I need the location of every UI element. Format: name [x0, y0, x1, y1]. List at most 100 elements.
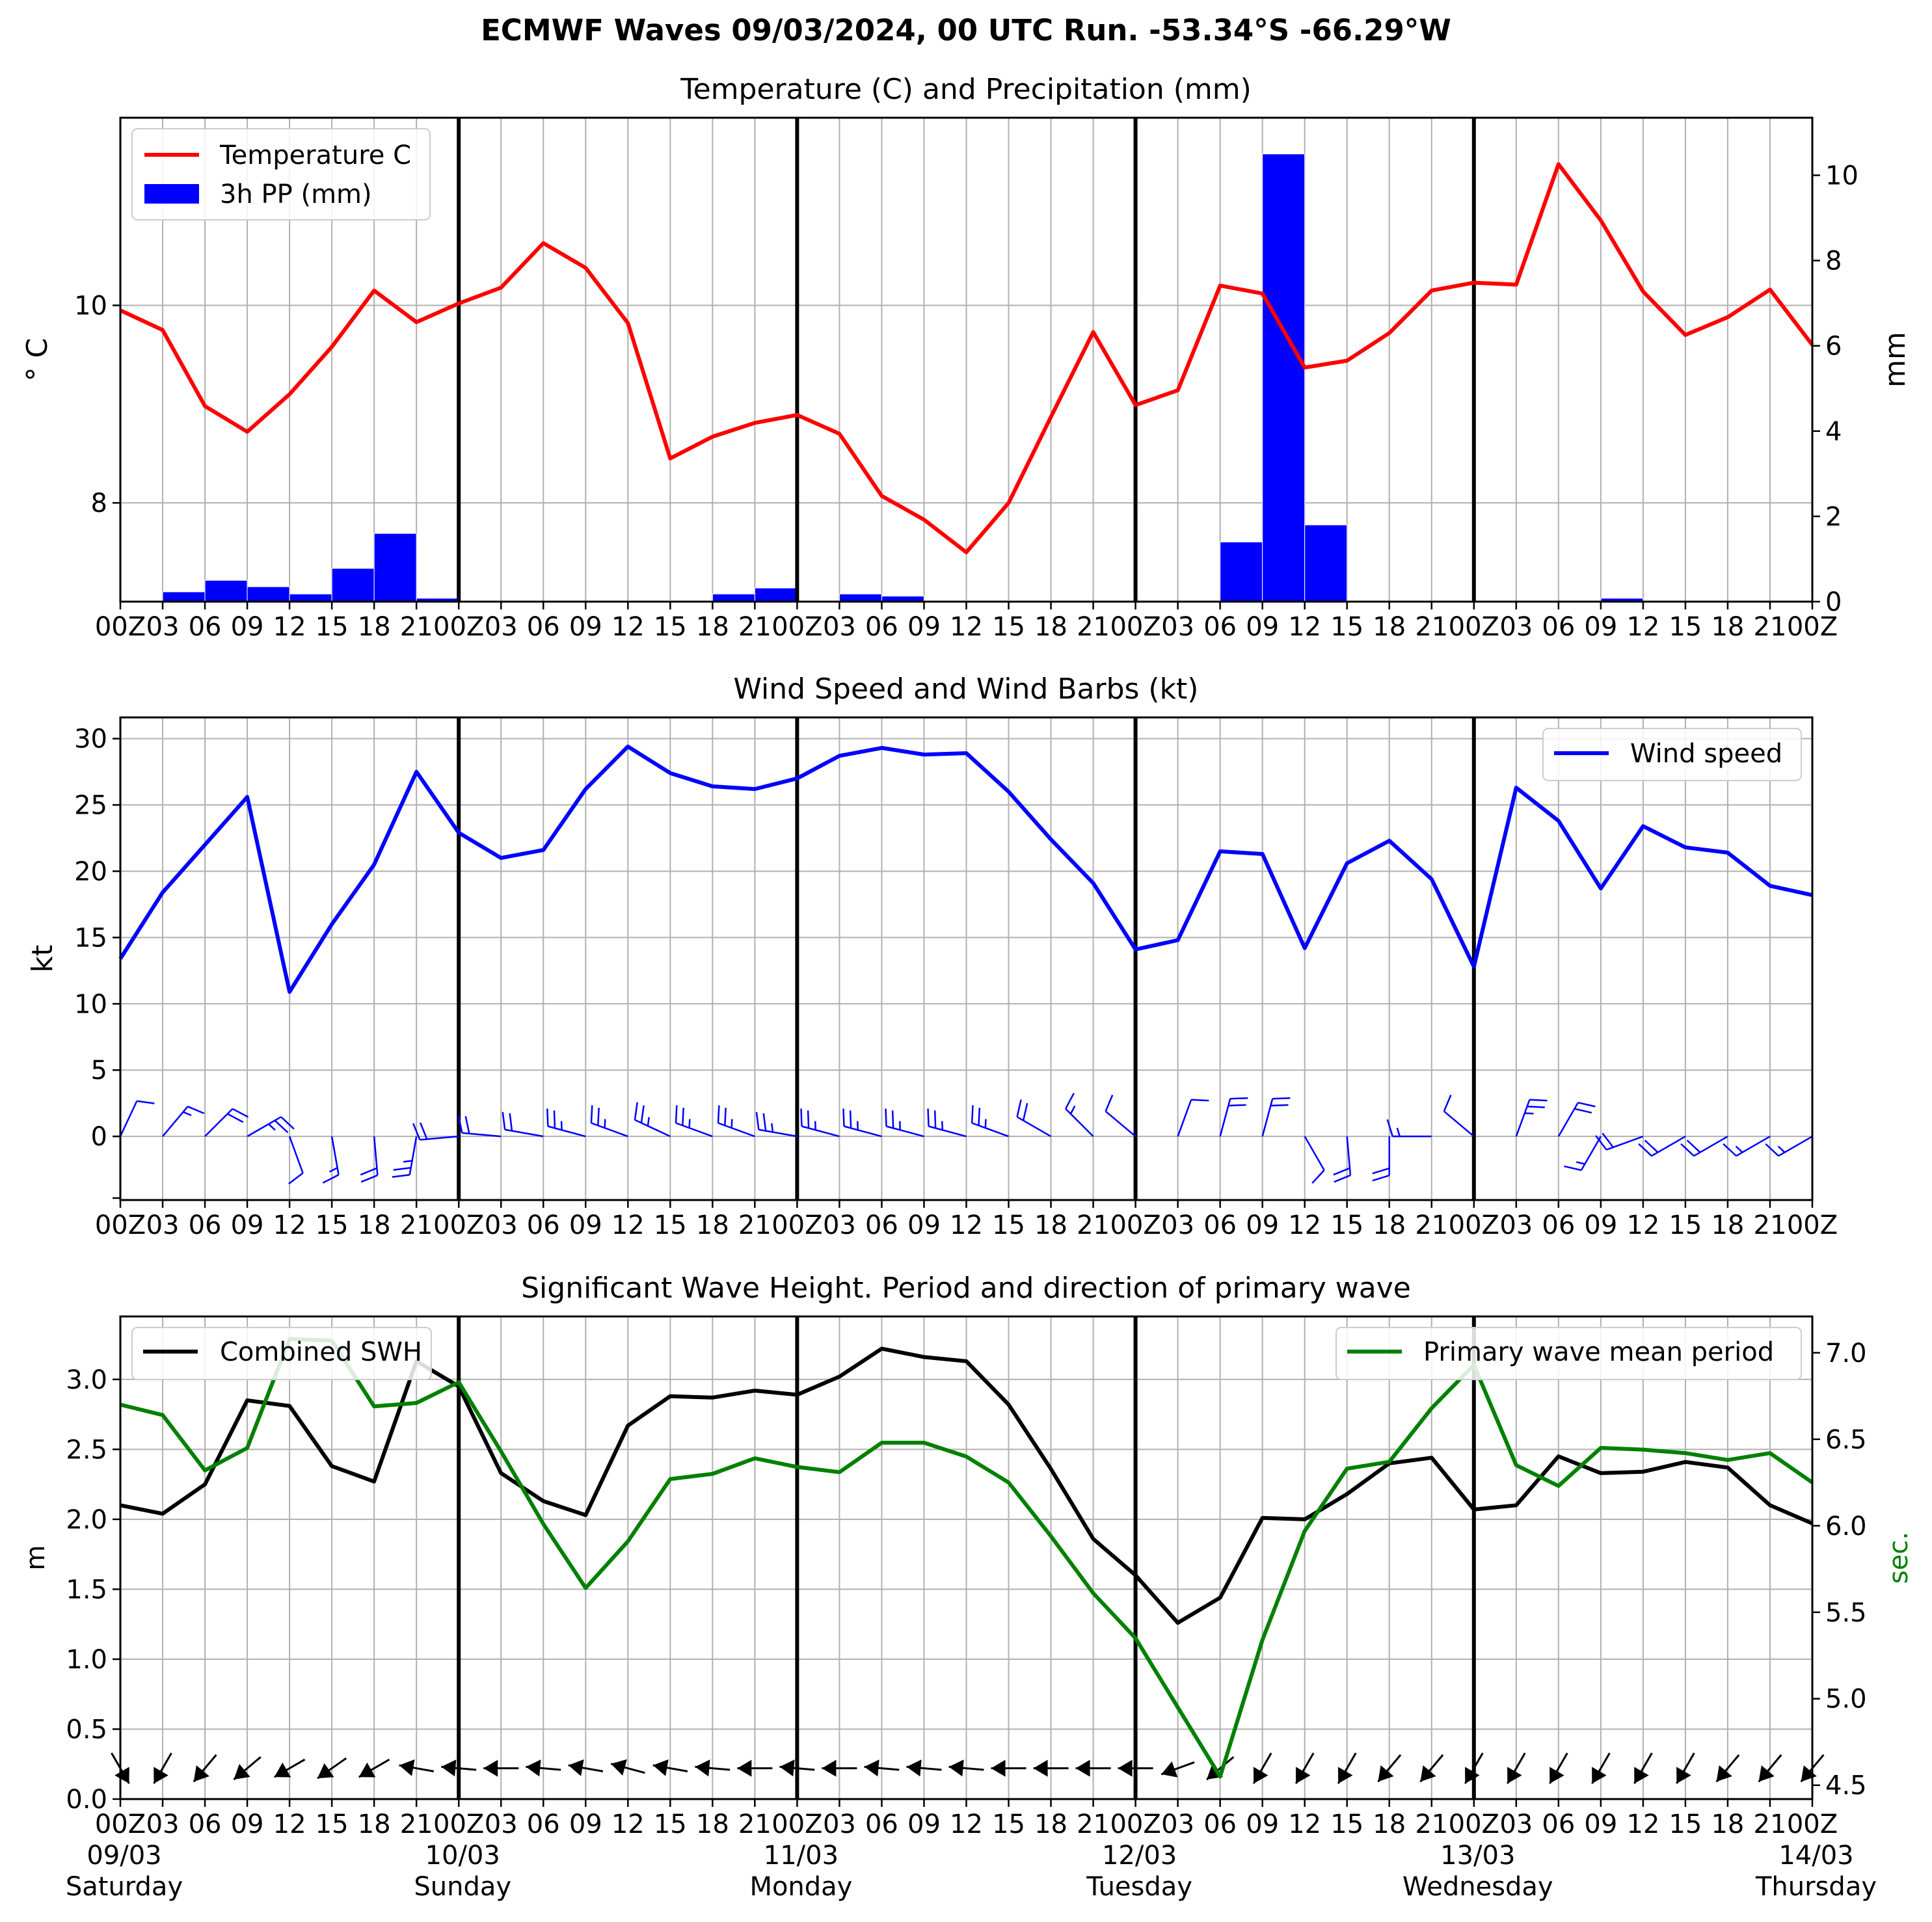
wind-panel: Wind Speed and Wind Barbs (kt) 0 5 10 15 20 2… [26, 673, 1838, 1240]
arrow-head [1295, 1767, 1311, 1784]
x-tick-label: 18 [1373, 1809, 1406, 1839]
barb-shaft [591, 1122, 628, 1138]
x-tick-label: 03 [146, 1210, 180, 1240]
weekday-label: Thursday [1755, 1872, 1877, 1902]
barb-flag [717, 1105, 720, 1123]
panel3-right-ylabel: sec. [1884, 1532, 1914, 1584]
barb-half-flag [1524, 1112, 1534, 1115]
barb-flag [1270, 1104, 1289, 1107]
figure-title: ECMWF Waves 09/03/2024, 00 UTC Run. -53.… [481, 13, 1451, 47]
y-tick-label: 1.5 [66, 1575, 107, 1605]
barb-half-flag [268, 1123, 276, 1131]
wind-barb [1177, 1099, 1209, 1137]
x-tick-label: 18 [1373, 1210, 1406, 1240]
barb-shaft [1778, 1136, 1813, 1157]
barb-flag [1191, 1099, 1209, 1102]
x-tick-label: 03 [485, 1809, 518, 1839]
x-tick-label: 06 [1203, 1809, 1237, 1839]
panel3-legend-left: Combined SWH [131, 1327, 432, 1380]
wave-direction-arrow [1591, 1752, 1611, 1784]
wave-direction-arrow [233, 1756, 262, 1781]
swh-line [120, 1346, 1814, 1625]
x-tick-label: 15 [654, 1210, 687, 1240]
barb-flag [807, 1110, 810, 1128]
wind-barb [971, 1105, 1009, 1138]
x-tick-label: 18 [696, 1809, 729, 1839]
wind-barb [502, 1112, 544, 1138]
x-tick-label: 18 [1034, 1210, 1067, 1240]
weekday-label: Sunday [414, 1872, 511, 1902]
x-tick-label: 09 [1584, 612, 1617, 642]
wave-direction-arrow [1161, 1761, 1195, 1778]
x-tick-label: 15 [992, 1809, 1025, 1839]
x-tick-label: 21 [1077, 612, 1110, 642]
x-tick-label: 00Z [433, 1210, 484, 1240]
x-tick-label: 15 [654, 612, 687, 642]
barb-flag [1686, 1140, 1701, 1153]
panel1-title: Temperature (C) and Precipitation (mm) [680, 73, 1252, 106]
arrow-head [779, 1759, 795, 1777]
wave-direction-arrow [1758, 1754, 1782, 1783]
panel3-legend-right: Primary wave mean period [1335, 1327, 1802, 1380]
x-tick-label: 03 [1499, 612, 1533, 642]
x-tick-label: 12 [611, 1210, 645, 1240]
x-tick-label: 12 [1626, 612, 1659, 642]
x-tick-label: 06 [527, 1210, 560, 1240]
x-tick-label: 21 [1077, 1210, 1110, 1240]
wave-direction-arrow [1377, 1754, 1402, 1783]
barb-flag [1386, 1119, 1393, 1137]
x-tick-label: 21 [400, 612, 433, 642]
barb-flag [1577, 1101, 1596, 1108]
barb-flag [1595, 1135, 1607, 1151]
barb-flag [755, 1112, 760, 1130]
barb-flag [1334, 1174, 1351, 1183]
panel1-right-ticks: 0 2 4 6 8 10 [1812, 161, 1858, 617]
arrow-head [399, 1759, 415, 1776]
panel2-legend: Wind speed [1542, 728, 1802, 781]
wave-direction-arrow [948, 1759, 984, 1777]
wind-barb [247, 1116, 295, 1138]
wave-direction-arrow [991, 1759, 1026, 1777]
barb-flag [412, 1123, 421, 1140]
arrow-head [274, 1762, 291, 1778]
x-tick-label: 06 [865, 1809, 898, 1839]
barb-shaft [886, 1125, 924, 1138]
panel1-right-ylabel: mm [1879, 332, 1912, 388]
y-tick-label: 3.0 [66, 1365, 107, 1395]
x-tick-label: 09 [1584, 1809, 1617, 1839]
wind-barb [755, 1112, 798, 1138]
wave-direction-arrow [153, 1752, 172, 1784]
legend-precip-label: 3h PP (mm) [220, 180, 372, 209]
wave-direction-arrow [399, 1759, 435, 1776]
x-tick-label: 15 [315, 1210, 349, 1240]
barb-flag [634, 1102, 638, 1120]
barb-shaft [1261, 1098, 1274, 1137]
x-tick-label: 00Z [1110, 1210, 1161, 1240]
wave-direction-arrow [1507, 1752, 1526, 1784]
arrow-head [1676, 1767, 1691, 1784]
barb-flag [360, 1167, 377, 1176]
wave-direction-arrow [822, 1759, 857, 1777]
wind-barb [1680, 1136, 1728, 1157]
wind-barb [927, 1108, 967, 1138]
x-tick-label: 12 [1626, 1210, 1659, 1240]
arrow-head [317, 1763, 334, 1779]
arrow-head [1075, 1759, 1090, 1777]
weekday-label: Wednesday [1402, 1872, 1553, 1902]
barb-shaft [844, 1125, 882, 1138]
x-tick-label: 06 [1542, 1809, 1575, 1839]
wave-direction-arrow [1033, 1759, 1069, 1777]
barb-shaft [162, 1106, 189, 1137]
wave-direction-arrow [864, 1759, 900, 1777]
barb-shaft [634, 1119, 671, 1138]
panel1-legend: Temperature C 3h PP (mm) [131, 128, 431, 220]
wave-direction-arrows [111, 1752, 1825, 1784]
barb-shaft [1580, 1136, 1602, 1171]
panel3-x-ticks: 00Z 03 06 09 12 15 18 21 00Z 03 06 09 12 15 18 21 00Z 03 0… [95, 1799, 1838, 1839]
wind-barb [204, 1108, 249, 1138]
wind-barb [360, 1136, 379, 1183]
panel3-right-ticks: 4.5 5.0 5.5 6.0 6.5 7.0 [1812, 1339, 1867, 1801]
precip-bar [289, 593, 332, 602]
barb-flag [590, 1105, 593, 1123]
barb-shaft [504, 1128, 544, 1138]
